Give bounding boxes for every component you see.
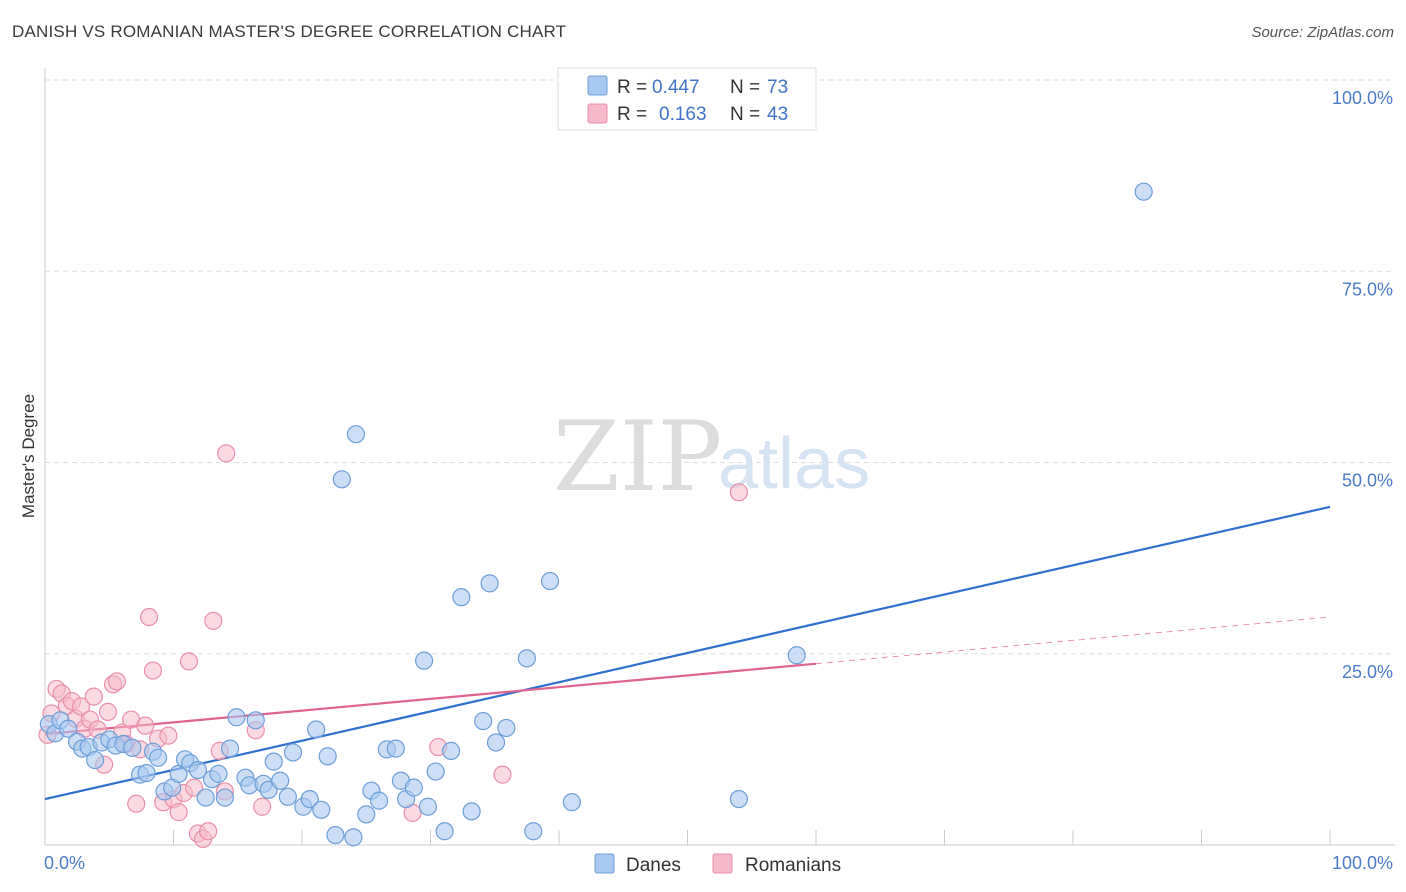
romanians-point <box>98 702 118 721</box>
x-tick-label-min: 0.0% <box>44 853 85 873</box>
danes-point <box>497 718 516 738</box>
romanians-point <box>136 716 155 735</box>
danes-point <box>188 760 208 780</box>
danes-point <box>414 651 434 670</box>
danes-point <box>562 793 581 812</box>
legend-swatch-romanians <box>587 103 608 124</box>
danes-point <box>386 739 405 758</box>
danes-point <box>404 778 423 797</box>
danes-point <box>452 588 471 607</box>
bottom-legend-swatch-romanians <box>712 853 733 874</box>
danes-point <box>264 752 283 771</box>
danes-point <box>462 802 481 821</box>
y-axis-label: Master's Degree <box>19 394 38 518</box>
chart-title: DANISH VS ROMANIAN MASTER'S DEGREE CORRE… <box>12 22 567 41</box>
danes-point <box>209 764 228 783</box>
romanians-point <box>143 661 163 680</box>
series-legend: Danes Romanians <box>594 853 841 876</box>
danes-point <box>123 738 142 757</box>
danes-point <box>344 828 363 847</box>
danes-point <box>278 787 297 806</box>
danes-point <box>1134 182 1153 201</box>
danes-point <box>215 788 234 807</box>
tick-labels: 25.0% 50.0% 75.0% 100.0% 0.0% 100.0% <box>44 88 1393 873</box>
legend-r-value-romanians: 0.163 <box>659 104 707 125</box>
danes-point <box>435 822 454 841</box>
danes-point <box>59 719 78 738</box>
x-tick-label-max: 100.0% <box>1332 853 1393 873</box>
legend-n-value-danes: 73 <box>767 77 788 98</box>
romanians-point <box>729 483 749 502</box>
danes-point <box>326 825 345 845</box>
bottom-legend-romanians: Romanians <box>745 855 841 876</box>
y-tick-label: 25.0% <box>1342 662 1393 682</box>
romanians-point <box>84 687 103 706</box>
romanians-point <box>204 611 223 630</box>
danes-point <box>441 741 461 761</box>
romanians-point <box>107 672 127 691</box>
danes-point <box>246 711 265 730</box>
legend-r-label-romanians: R = <box>617 104 647 125</box>
danes-point <box>300 789 319 809</box>
bottom-legend-swatch-danes <box>594 853 615 874</box>
danes-point <box>357 805 376 824</box>
danes-point <box>196 788 215 807</box>
romanians-point <box>71 697 91 716</box>
romanians-point <box>169 803 188 822</box>
legend-n-value-romanians: 43 <box>767 104 788 125</box>
stats-legend: R = 0.447 N = 73 R = 0.163 N = 43 <box>557 67 817 131</box>
legend-n-label-romanians: N = <box>730 104 760 125</box>
danes-point <box>137 763 156 783</box>
romanians-point <box>179 652 199 671</box>
danes-point <box>787 646 806 665</box>
danes-point <box>517 649 536 668</box>
danes-point <box>271 771 290 790</box>
danes-point <box>370 791 389 810</box>
legend-r-value-danes: 0.447 <box>652 77 700 98</box>
bottom-legend-danes: Danes <box>626 855 681 876</box>
danes-point <box>540 571 560 591</box>
y-tick-label: 50.0% <box>1342 471 1393 491</box>
danes-point <box>220 739 240 758</box>
danes-point <box>486 733 506 752</box>
danes-point <box>426 762 445 781</box>
legend-n-label-danes: N = <box>730 77 760 98</box>
legend-r-label-danes: R = <box>617 77 647 98</box>
danes-point <box>474 711 493 731</box>
danes-point <box>524 822 543 841</box>
romanians-point <box>493 765 512 784</box>
romanians-point <box>127 794 146 813</box>
romanians-trend-line <box>44 662 817 736</box>
romanians-point <box>199 822 218 841</box>
danes-point <box>418 797 438 816</box>
danes-point <box>729 789 749 809</box>
legend-swatch-danes <box>587 75 608 96</box>
chart-source: Source: ZipAtlas.com <box>1251 24 1394 41</box>
romanians-point <box>159 726 178 745</box>
romanians-point <box>217 444 236 463</box>
romanians-point <box>184 778 204 797</box>
danes-point <box>318 747 337 766</box>
danes-point <box>148 748 168 767</box>
trend-lines <box>44 505 1331 801</box>
danes-points <box>39 182 1153 847</box>
y-tick-label: 75.0% <box>1342 279 1393 299</box>
danes-point <box>312 800 331 819</box>
danes-point <box>307 720 326 739</box>
danes-point <box>346 425 366 444</box>
grid <box>45 79 1395 655</box>
danes-point <box>283 743 303 762</box>
danes-trend-line <box>44 505 1331 801</box>
danes-point <box>227 708 246 727</box>
danes-point <box>86 750 105 770</box>
romanians-point <box>253 797 272 816</box>
danes-point <box>332 470 351 489</box>
danes-point <box>480 574 499 593</box>
romanians-point <box>139 607 159 627</box>
watermark-zip: ZIP <box>553 401 722 513</box>
romanians-trend-extension <box>815 616 1331 665</box>
y-tick-label: 100.0% <box>1332 88 1393 108</box>
